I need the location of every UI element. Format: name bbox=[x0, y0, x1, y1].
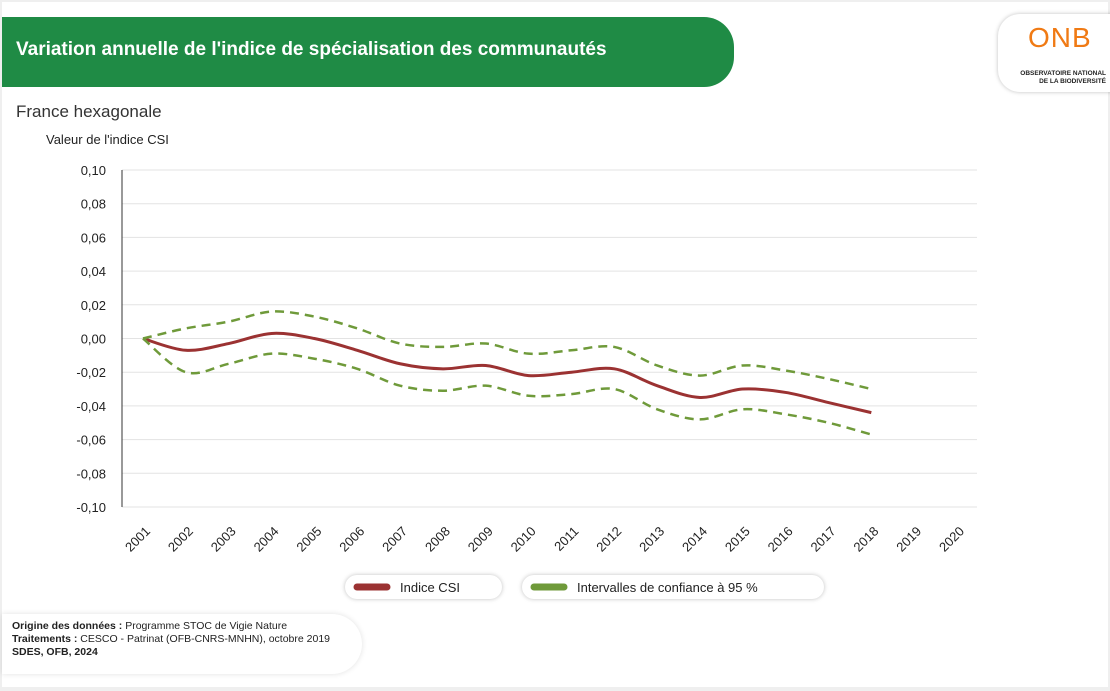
x-tick-label: 2015 bbox=[722, 524, 753, 555]
source-text: CESCO - Patrinat (OFB-CNRS-MNHN), octobr… bbox=[80, 633, 331, 645]
source-line: Traitements : CESCO - Patrinat (OFB-CNRS… bbox=[12, 633, 352, 646]
x-tick-label: 2016 bbox=[765, 524, 796, 555]
logo-line: OBSERVATOIRE NATIONAL bbox=[1020, 70, 1106, 77]
source-text: SDES, OFB, 2024 bbox=[12, 646, 98, 658]
x-tick-label: 2007 bbox=[379, 524, 410, 555]
legend-box bbox=[345, 575, 502, 599]
y-tick-label: 0,06 bbox=[81, 230, 106, 245]
x-tick-label: 2009 bbox=[465, 524, 496, 555]
chart: Valeur de l'indice CSI -0,10 -0,08 -0,06 -0… bbox=[46, 132, 977, 599]
y-tick-label: 0,00 bbox=[81, 332, 106, 347]
subtitle: France hexagonale bbox=[16, 102, 162, 121]
source-text: Programme STOC de Vigie Nature bbox=[125, 620, 288, 632]
x-tick-label: 2003 bbox=[208, 524, 239, 555]
x-tick-label: 2020 bbox=[936, 524, 967, 555]
source: Origine des données : Programme STOC de … bbox=[2, 614, 362, 674]
header: Variation annuelle de l'indice de spécia… bbox=[2, 17, 734, 87]
y-tick-label: -0,10 bbox=[76, 500, 106, 515]
x-tick-label: 2012 bbox=[593, 524, 624, 555]
y-tick-label: 0,02 bbox=[81, 298, 106, 313]
x-tick-label: 2001 bbox=[122, 524, 153, 555]
source-line: Origine des données : Programme STOC de … bbox=[12, 620, 352, 633]
x-tick-label: 2008 bbox=[422, 524, 453, 555]
x-tick-label: 2006 bbox=[336, 524, 367, 555]
x-tick-label: 2019 bbox=[893, 524, 924, 555]
source-label: Traitements : bbox=[12, 633, 78, 645]
y-axis-label: Valeur de l'indice CSI bbox=[46, 132, 169, 147]
x-tick-label: 2013 bbox=[636, 524, 667, 555]
x-tick-label: 2010 bbox=[508, 524, 539, 555]
y-tick-label: 0,10 bbox=[81, 163, 106, 178]
source-line: SDES, OFB, 2024 bbox=[12, 646, 352, 659]
x-tick-label: 2017 bbox=[808, 524, 839, 555]
source-label: Origine des données : bbox=[12, 620, 123, 632]
x-tick-label: 2004 bbox=[251, 524, 282, 555]
legend-box bbox=[522, 575, 824, 599]
x-tick-label: 2002 bbox=[165, 524, 196, 555]
x-tick-label: 2018 bbox=[850, 524, 881, 555]
y-tick-label: 0,04 bbox=[81, 264, 106, 279]
line bbox=[142, 337, 872, 436]
x-tick-label: 2005 bbox=[293, 524, 324, 555]
logo: ONB OBSERVATOIRE NATIONAL DE LA BIODIVER… bbox=[998, 14, 1110, 92]
y-tick-label: -0,04 bbox=[76, 399, 106, 414]
line bbox=[142, 331, 872, 415]
y-tick-label: -0,06 bbox=[76, 433, 106, 448]
legend-label: Indice CSI bbox=[400, 580, 460, 595]
logo-line: DE LA BIODIVERSITÉ bbox=[1039, 78, 1106, 85]
title: Variation annuelle de l'indice de spécia… bbox=[16, 39, 607, 60]
legend-label: Intervalles de confiance à 95 % bbox=[577, 580, 758, 595]
line bbox=[142, 310, 872, 391]
x-tick-label: 2011 bbox=[551, 524, 581, 554]
y-tick-label: -0,02 bbox=[76, 365, 106, 380]
x-tick-label: 2014 bbox=[679, 524, 710, 555]
y-tick-label: -0,08 bbox=[76, 466, 106, 481]
logo-name: ONB bbox=[1028, 22, 1092, 53]
y-tick-label: 0,08 bbox=[81, 197, 106, 212]
